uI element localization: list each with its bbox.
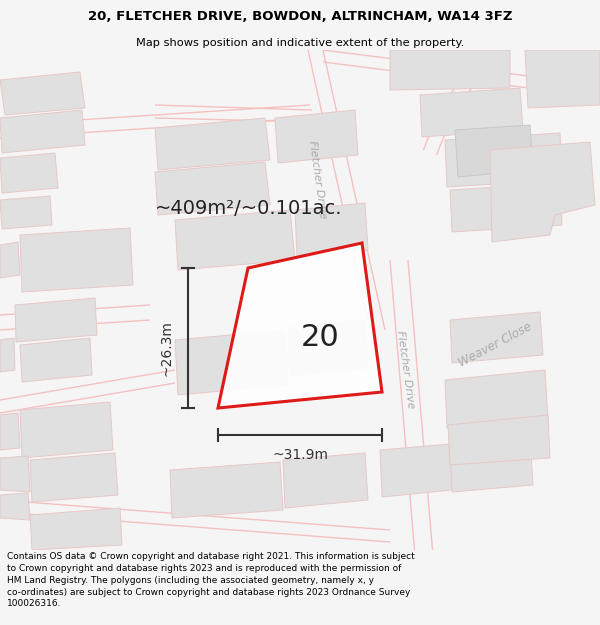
Polygon shape	[0, 153, 58, 193]
Text: ~409m²/~0.101ac.: ~409m²/~0.101ac.	[155, 199, 343, 217]
Polygon shape	[155, 162, 270, 215]
Polygon shape	[218, 243, 382, 408]
Polygon shape	[20, 228, 133, 292]
Polygon shape	[0, 338, 15, 372]
Polygon shape	[0, 110, 85, 153]
Polygon shape	[0, 196, 52, 229]
Text: Contains OS data © Crown copyright and database right 2021. This information is : Contains OS data © Crown copyright and d…	[7, 552, 415, 609]
Polygon shape	[170, 462, 283, 518]
Polygon shape	[30, 508, 122, 550]
Text: Fletcher Drive: Fletcher Drive	[395, 330, 415, 410]
Polygon shape	[450, 438, 533, 492]
Text: ~31.9m: ~31.9m	[272, 448, 328, 462]
Polygon shape	[448, 415, 550, 465]
Polygon shape	[0, 493, 30, 520]
Polygon shape	[175, 330, 288, 395]
Polygon shape	[380, 444, 452, 497]
Polygon shape	[0, 72, 85, 115]
Text: Fletcher Drive: Fletcher Drive	[307, 140, 328, 220]
Polygon shape	[390, 50, 510, 90]
Polygon shape	[450, 312, 543, 363]
Polygon shape	[450, 183, 562, 232]
Polygon shape	[20, 402, 113, 458]
Polygon shape	[288, 320, 368, 376]
Polygon shape	[490, 142, 595, 242]
Text: Map shows position and indicative extent of the property.: Map shows position and indicative extent…	[136, 38, 464, 48]
Polygon shape	[295, 203, 368, 258]
Polygon shape	[420, 88, 523, 137]
Text: 20, FLETCHER DRIVE, BOWDON, ALTRINCHAM, WA14 3FZ: 20, FLETCHER DRIVE, BOWDON, ALTRINCHAM, …	[88, 10, 512, 23]
Polygon shape	[155, 118, 270, 170]
Polygon shape	[0, 413, 20, 450]
Polygon shape	[445, 370, 548, 428]
Polygon shape	[445, 133, 562, 187]
Polygon shape	[15, 298, 97, 342]
Polygon shape	[20, 338, 92, 382]
Polygon shape	[283, 453, 368, 508]
Text: 20: 20	[301, 323, 340, 352]
Text: ~26.3m: ~26.3m	[159, 320, 173, 376]
Polygon shape	[0, 456, 30, 492]
Polygon shape	[0, 242, 20, 278]
Polygon shape	[455, 125, 533, 177]
Text: Weaver Close: Weaver Close	[456, 320, 534, 370]
Polygon shape	[175, 210, 295, 270]
Polygon shape	[525, 50, 600, 108]
Polygon shape	[30, 453, 118, 502]
Polygon shape	[275, 110, 358, 163]
